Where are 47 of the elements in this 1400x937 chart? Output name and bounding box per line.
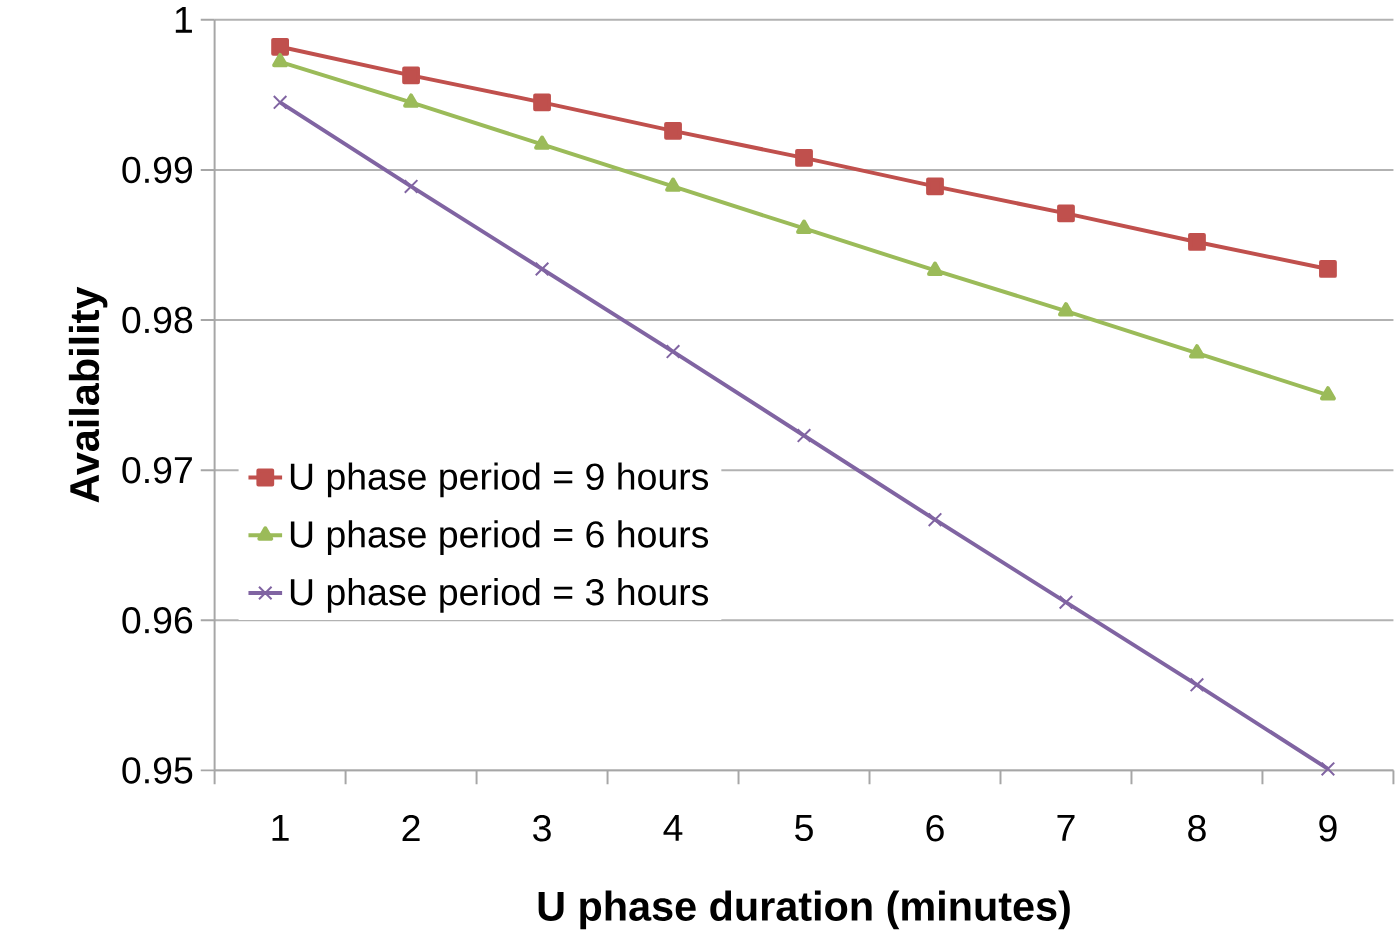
- point: [796, 428, 812, 444]
- point: [665, 344, 681, 360]
- point: [534, 261, 550, 277]
- y-tick-label: 0.98: [122, 307, 193, 334]
- point: [534, 135, 551, 151]
- y-tick-label: 1: [175, 7, 192, 33]
- x-tick-label: 7: [1057, 815, 1075, 841]
- x-tick-label: 1: [272, 815, 289, 841]
- x-tick-label: 5: [795, 815, 813, 842]
- point: [665, 177, 682, 193]
- x-tick-label: 2: [402, 815, 420, 842]
- x-tick-label: 6: [926, 815, 944, 842]
- point: [795, 149, 813, 168]
- point: [1189, 344, 1205, 359]
- y-tick-label: 0.97: [122, 457, 192, 484]
- point: [1058, 595, 1074, 610]
- point: [533, 93, 551, 112]
- point: [1057, 204, 1075, 223]
- y-tick-label: 0.99: [122, 156, 193, 184]
- point: [403, 93, 420, 109]
- x-axis-title: U phase duration (minutes): [538, 890, 1070, 930]
- legend-label: U phase period = 3 hours: [290, 578, 709, 614]
- point: [272, 95, 288, 110]
- point: [796, 219, 812, 235]
- point: [927, 512, 943, 528]
- point: [1188, 233, 1206, 252]
- point: [1058, 302, 1074, 317]
- point: [403, 179, 419, 194]
- y-tick-label: 0.95: [122, 757, 193, 784]
- point: [927, 261, 943, 277]
- legend-label: U phase period = 6 hours: [290, 520, 709, 556]
- point: [926, 177, 944, 196]
- y-axis-title: Availability: [68, 287, 108, 503]
- point: [1189, 677, 1205, 693]
- point: [402, 66, 420, 85]
- point: [1320, 761, 1336, 777]
- x-tick-label: 9: [1319, 815, 1337, 842]
- point: [1319, 386, 1336, 401]
- x-tick-label: 3: [533, 815, 551, 842]
- x-tick-label: 4: [663, 815, 683, 841]
- legend-label: U phase period = 9 hours: [290, 462, 709, 498]
- point: [272, 53, 289, 68]
- point: [271, 38, 289, 56]
- point: [664, 122, 682, 140]
- x-tick-label: 8: [1188, 815, 1206, 842]
- point: [1319, 260, 1337, 279]
- y-tick-label: 0.96: [122, 607, 193, 634]
